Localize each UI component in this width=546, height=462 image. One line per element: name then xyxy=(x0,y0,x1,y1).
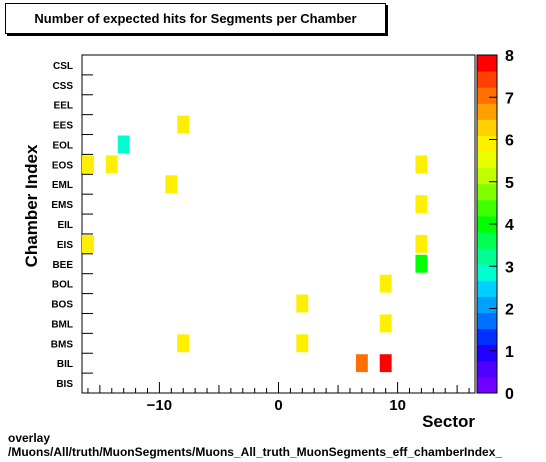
y-tick-label: BEE xyxy=(52,260,73,271)
chart-title: Number of expected hits for Segments per… xyxy=(5,3,386,34)
y-axis-label: Chamber Index xyxy=(22,144,41,267)
y-tick-label: EIS xyxy=(57,240,73,251)
colorbar-segment xyxy=(477,360,497,378)
x-tick-label: −10 xyxy=(147,397,172,414)
colorbar-segment xyxy=(477,167,497,185)
colorbar-segment xyxy=(477,248,497,265)
colorbar-segment xyxy=(477,215,497,233)
y-tick-label: EOS xyxy=(52,160,73,171)
y-tick-label: BOL xyxy=(52,280,73,291)
y-tick-label: EEL xyxy=(54,101,73,112)
colorbar-tick-label: 8 xyxy=(505,48,514,65)
y-tick-label: EMS xyxy=(51,200,73,211)
x-tick-label: 0 xyxy=(274,397,282,414)
heatmap-cell xyxy=(82,155,94,174)
colorbar-tick-label: 2 xyxy=(505,302,514,319)
y-tick-label: EES xyxy=(53,121,73,132)
colorbar-segment xyxy=(477,344,497,362)
heatmap-cell xyxy=(105,155,118,174)
colorbar-segment xyxy=(477,376,497,394)
heatmap-cell xyxy=(82,234,94,253)
heatmap-cell xyxy=(379,314,392,333)
colorbar-tick-label: 1 xyxy=(505,344,514,361)
y-tick-label: BMS xyxy=(51,339,74,350)
colorbar-segment xyxy=(477,312,497,330)
colorbar-segment xyxy=(477,135,497,153)
colorbar-segment xyxy=(477,103,497,120)
heatmap-cell xyxy=(177,115,190,134)
colorbar-tick-label: 7 xyxy=(505,90,514,107)
colorbar-segment xyxy=(477,232,497,249)
colorbar-segment xyxy=(477,151,497,169)
y-tick-label: CSL xyxy=(53,61,73,72)
colorbar-tick-label: 5 xyxy=(505,175,514,192)
heatmap-cell xyxy=(165,175,178,194)
colorbar-segment xyxy=(477,119,497,136)
heatmap-cell xyxy=(296,294,309,313)
footer-line-2: /Muons/All/truth/MuonSegments/Muons_All_… xyxy=(8,445,503,459)
x-tick-label: 10 xyxy=(389,397,406,414)
heatmap-cell xyxy=(355,354,368,373)
colorbar-tick-label: 0 xyxy=(505,386,514,403)
y-tick-label: EOL xyxy=(52,140,73,151)
heatmap-cell xyxy=(296,334,309,353)
colorbar-segment xyxy=(477,280,497,297)
footer-line-1: overlay xyxy=(8,431,51,445)
y-tick-label: EIL xyxy=(57,220,73,231)
colorbar-segment xyxy=(477,199,497,217)
colorbar-segment xyxy=(477,71,497,88)
y-tick-label: BIS xyxy=(56,379,73,390)
heatmap-cell xyxy=(415,195,428,214)
colorbar-segment xyxy=(477,87,497,104)
heatmap-cell xyxy=(415,155,428,174)
colorbar-segment xyxy=(477,55,497,72)
y-tick-label: BIL xyxy=(57,359,73,370)
heatmap-cell xyxy=(117,135,130,154)
y-tick-label: CSS xyxy=(52,81,73,92)
heatmap-cell xyxy=(177,334,190,353)
heatmap-cell xyxy=(415,254,428,273)
heatmap-cell xyxy=(415,234,428,253)
x-axis-label: Sector xyxy=(422,412,475,431)
colorbar-segment xyxy=(477,264,497,281)
colorbar-segment xyxy=(477,296,497,314)
colorbar-tick-label: 6 xyxy=(505,133,514,150)
y-tick-label: BML xyxy=(51,319,73,330)
colorbar-tick-label: 4 xyxy=(505,217,514,234)
colorbar-tick-label: 3 xyxy=(505,259,514,276)
heatmap-cell xyxy=(379,354,392,373)
heatmap-cell xyxy=(379,274,392,293)
y-tick-label: BOS xyxy=(51,300,73,311)
plot-frame xyxy=(81,54,476,394)
y-tick-label: EML xyxy=(52,180,73,191)
colorbar-segment xyxy=(477,183,497,201)
colorbar-segment xyxy=(477,328,497,346)
